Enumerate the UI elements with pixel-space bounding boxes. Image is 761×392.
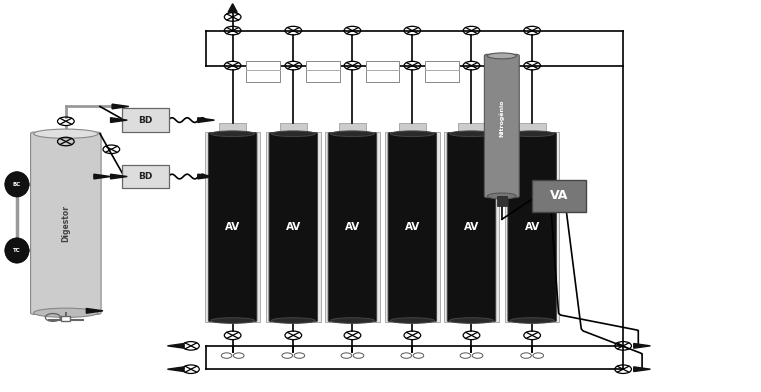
FancyBboxPatch shape	[458, 123, 485, 132]
Text: Digestor: Digestor	[62, 205, 70, 242]
FancyBboxPatch shape	[385, 132, 440, 323]
Ellipse shape	[487, 193, 516, 199]
Ellipse shape	[510, 131, 554, 136]
Polygon shape	[94, 174, 110, 179]
Ellipse shape	[450, 318, 493, 323]
FancyBboxPatch shape	[484, 54, 519, 198]
Ellipse shape	[5, 238, 29, 263]
FancyBboxPatch shape	[339, 123, 366, 132]
Text: BD: BD	[139, 116, 153, 125]
Ellipse shape	[272, 131, 315, 136]
Ellipse shape	[211, 318, 255, 323]
FancyBboxPatch shape	[328, 132, 377, 322]
FancyBboxPatch shape	[247, 60, 279, 82]
Text: TC: TC	[13, 248, 21, 253]
FancyBboxPatch shape	[30, 132, 101, 314]
Polygon shape	[112, 104, 129, 109]
Polygon shape	[110, 174, 127, 179]
Ellipse shape	[272, 318, 315, 323]
Ellipse shape	[330, 318, 374, 323]
Text: Nitrogênio: Nitrogênio	[499, 100, 505, 137]
FancyBboxPatch shape	[122, 109, 169, 132]
FancyBboxPatch shape	[62, 316, 70, 321]
FancyBboxPatch shape	[219, 123, 247, 132]
Ellipse shape	[5, 172, 29, 197]
Polygon shape	[110, 118, 127, 122]
FancyBboxPatch shape	[505, 132, 559, 323]
FancyBboxPatch shape	[366, 60, 399, 82]
Text: AV: AV	[524, 222, 540, 232]
FancyBboxPatch shape	[425, 60, 459, 82]
FancyBboxPatch shape	[497, 196, 507, 206]
FancyBboxPatch shape	[485, 60, 518, 82]
FancyBboxPatch shape	[279, 123, 307, 132]
Polygon shape	[198, 118, 215, 122]
Text: AV: AV	[405, 222, 420, 232]
FancyBboxPatch shape	[209, 132, 257, 322]
FancyBboxPatch shape	[399, 123, 426, 132]
FancyBboxPatch shape	[122, 165, 169, 188]
Polygon shape	[86, 309, 103, 313]
FancyBboxPatch shape	[269, 132, 317, 322]
Ellipse shape	[211, 131, 255, 136]
Ellipse shape	[33, 308, 98, 318]
FancyBboxPatch shape	[447, 132, 495, 322]
Polygon shape	[634, 343, 651, 348]
Ellipse shape	[487, 53, 516, 59]
FancyBboxPatch shape	[306, 60, 339, 82]
FancyBboxPatch shape	[325, 132, 380, 323]
Ellipse shape	[390, 131, 435, 136]
Text: AV: AV	[345, 222, 360, 232]
Polygon shape	[228, 4, 237, 12]
FancyBboxPatch shape	[518, 123, 546, 132]
Text: BD: BD	[139, 172, 153, 181]
FancyBboxPatch shape	[266, 132, 320, 323]
Ellipse shape	[450, 131, 493, 136]
Polygon shape	[634, 367, 651, 372]
Text: BC: BC	[13, 182, 21, 187]
FancyBboxPatch shape	[532, 180, 586, 212]
FancyBboxPatch shape	[444, 132, 498, 323]
Polygon shape	[167, 343, 184, 348]
Ellipse shape	[33, 129, 98, 138]
FancyBboxPatch shape	[388, 132, 437, 322]
Text: AV: AV	[225, 222, 240, 232]
Polygon shape	[167, 367, 184, 372]
Polygon shape	[198, 174, 215, 179]
FancyBboxPatch shape	[205, 132, 260, 323]
Text: VA: VA	[549, 189, 568, 203]
Ellipse shape	[330, 131, 374, 136]
Text: AV: AV	[285, 222, 301, 232]
Ellipse shape	[510, 318, 554, 323]
FancyBboxPatch shape	[508, 132, 556, 322]
Ellipse shape	[390, 318, 435, 323]
Text: AV: AV	[464, 222, 479, 232]
